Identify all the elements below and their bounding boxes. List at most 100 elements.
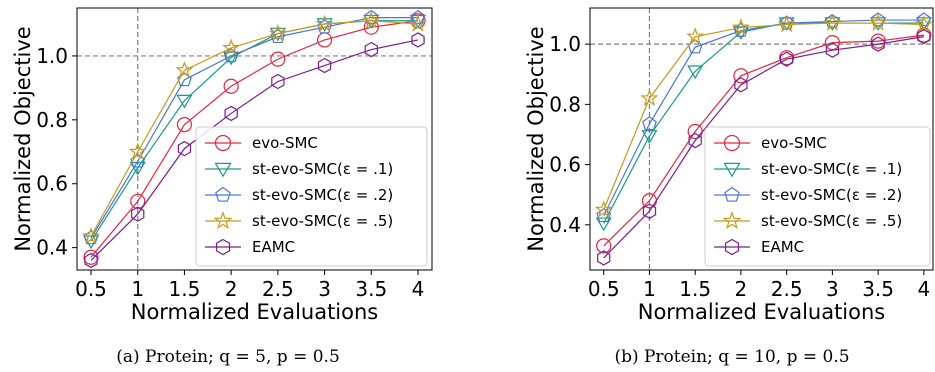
- data-point: [317, 19, 332, 34]
- legend-label: evo-SMC: [761, 134, 827, 152]
- legend-marker-triangle-down: [723, 162, 741, 178]
- x-tick-label: 2: [735, 277, 748, 301]
- legend-label: st-evo-SMC(ε = .5): [252, 212, 393, 230]
- data-point: [175, 60, 194, 78]
- legend-label: EAMC: [761, 238, 804, 256]
- y-tick-label: 1.0: [36, 44, 68, 68]
- data-point: [642, 203, 657, 219]
- data-point: [779, 51, 794, 67]
- data-point: [914, 15, 933, 33]
- series-pentagon: [83, 9, 426, 245]
- legend-label: st-evo-SMC(ε = .5): [761, 212, 902, 230]
- data-point: [223, 48, 239, 63]
- series-line: [603, 22, 924, 210]
- data-point: [686, 27, 705, 45]
- x-tick-label: 2.5: [771, 277, 803, 301]
- chart-panel-2: 0.5 1 1.5 2 2.5 3 3.5 4 0.4 0.6 0.8 1.0 Normalized E…: [524, 7, 934, 367]
- plot-frame: [589, 7, 934, 271]
- data-point: [597, 250, 611, 266]
- figure-caption: (b) Protein; q = 10, p = 0.5: [614, 347, 849, 367]
- series-hexagon: [597, 28, 931, 266]
- y-tick-label: 0.6: [36, 172, 68, 196]
- legend-box: [195, 126, 428, 267]
- x-tick-label: 1.5: [169, 277, 201, 301]
- legend-label: st-evo-SMC(ε = .2): [761, 186, 902, 204]
- x-tick-label: 3: [318, 277, 331, 301]
- series-line: [603, 34, 924, 247]
- data-point: [176, 117, 193, 133]
- data-point: [408, 14, 427, 32]
- x-axis-label: Normalized Evaluations: [638, 300, 886, 324]
- legend-box: [704, 126, 931, 267]
- series-line: [90, 20, 419, 237]
- data-point: [869, 13, 888, 31]
- data-point: [224, 105, 238, 122]
- legend-marker-circle: [723, 134, 741, 152]
- y-tick-label: 0.8: [549, 92, 581, 116]
- data-point: [411, 32, 425, 48]
- plot-frame: [76, 7, 433, 271]
- x-tick-label: 4: [412, 277, 425, 301]
- y-tick-label: 1.0: [549, 32, 581, 56]
- series-line: [90, 20, 419, 258]
- legend-marker-pentagon: [215, 186, 231, 202]
- series-hexagon: [84, 32, 425, 269]
- legend: evo-SMC st-evo-SMC(ε = .1) st-evo-SMC(ε = …: [195, 126, 428, 267]
- data-point: [131, 206, 145, 222]
- data-point: [870, 33, 886, 49]
- x-tick-label: 4: [917, 277, 930, 301]
- data-point: [825, 13, 840, 28]
- data-point: [176, 94, 193, 109]
- series-line: [90, 16, 418, 239]
- x-tick-label: 1: [131, 277, 144, 301]
- data-point: [734, 77, 748, 93]
- data-point: [733, 68, 749, 84]
- data-point: [130, 193, 146, 209]
- legend-label: st-evo-SMC(ε = .1): [761, 160, 902, 178]
- y-tick-label: 0.4: [549, 213, 581, 237]
- x-tick-label: 0.5: [75, 277, 107, 301]
- data-point: [177, 140, 192, 157]
- data-point: [917, 28, 931, 45]
- data-point: [594, 200, 613, 218]
- x-tick-label: 2: [225, 277, 238, 301]
- series-star: [82, 11, 427, 245]
- data-point: [84, 252, 98, 269]
- data-point: [270, 29, 286, 44]
- legend-marker-star: [213, 210, 233, 230]
- legend-label: evo-SMC: [252, 134, 318, 152]
- data-point: [825, 42, 840, 58]
- data-point: [362, 11, 381, 29]
- data-point: [596, 208, 612, 223]
- y-axis-label: Normalized Objective: [11, 26, 35, 251]
- y-tick-label: 0.8: [36, 108, 68, 132]
- data-point: [271, 73, 285, 90]
- chart-panel-1: 0.5 1 1.5 2 2.5 3 3.5 4 0.4 0.6 0.8 1.0 Normalized E…: [11, 7, 433, 367]
- data-point: [871, 36, 885, 52]
- legend: evo-SMC st-evo-SMC(ε = .1) st-evo-SMC(ε = …: [704, 126, 931, 267]
- data-point: [640, 88, 659, 107]
- data-point: [731, 18, 750, 36]
- data-point: [410, 9, 426, 24]
- figure-caption: (a) Protein; q = 5, p = 0.5: [116, 347, 340, 367]
- data-point: [315, 14, 334, 32]
- x-tick-label: 1.5: [679, 277, 711, 301]
- legend-marker-triangle-down: [214, 162, 232, 178]
- x-tick-label: 0.5: [588, 277, 620, 301]
- data-point: [222, 38, 241, 56]
- y-axis-label: Normalized Objective: [524, 26, 548, 251]
- series-line: [90, 39, 419, 261]
- data-point: [270, 51, 286, 67]
- x-tick-label: 1: [643, 277, 656, 301]
- series-line: [603, 36, 924, 259]
- data-point: [317, 57, 332, 74]
- x-tick-label: 3.5: [355, 277, 387, 301]
- legend-marker-hexagon: [215, 238, 231, 256]
- data-point: [779, 15, 795, 30]
- data-point: [595, 217, 612, 232]
- data-point: [223, 78, 239, 94]
- data-point: [177, 72, 192, 87]
- y-tick-label: 0.6: [549, 153, 581, 177]
- legend-marker-pentagon: [724, 186, 740, 202]
